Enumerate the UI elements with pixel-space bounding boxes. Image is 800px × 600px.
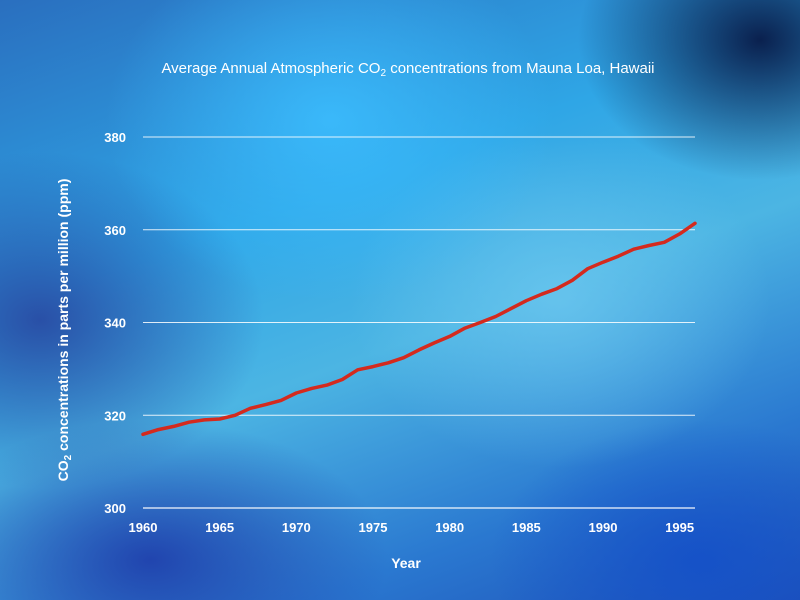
x-axis-label: Year xyxy=(391,555,421,571)
x-tick-label: 1995 xyxy=(665,520,694,535)
y-tick-label: 380 xyxy=(104,130,126,145)
y-tick-label: 300 xyxy=(104,501,126,516)
gridlines xyxy=(143,136,695,509)
chart-title: Average Annual Atmospheric CO2 concentra… xyxy=(161,60,654,79)
y-tick-label: 320 xyxy=(104,408,126,423)
y-axis-label: CO2 concentrations in parts per million … xyxy=(55,179,74,482)
co2-series-line xyxy=(141,221,697,437)
x-tick-label: 1965 xyxy=(205,520,234,535)
x-tick-label: 1970 xyxy=(282,520,311,535)
y-tick-label: 360 xyxy=(104,223,126,238)
x-tick-label: 1960 xyxy=(129,520,158,535)
x-tick-label: 1985 xyxy=(512,520,541,535)
series-group xyxy=(141,221,697,437)
y-tick-label: 340 xyxy=(104,316,126,331)
x-axis-tick-labels: 1960 1965 1970 1975 1980 1985 1990 1995 xyxy=(129,520,695,535)
x-tick-label: 1980 xyxy=(435,520,464,535)
x-tick-label: 1975 xyxy=(359,520,388,535)
y-axis-tick-labels: 300 320 340 360 380 xyxy=(104,130,126,516)
x-tick-label: 1990 xyxy=(589,520,618,535)
